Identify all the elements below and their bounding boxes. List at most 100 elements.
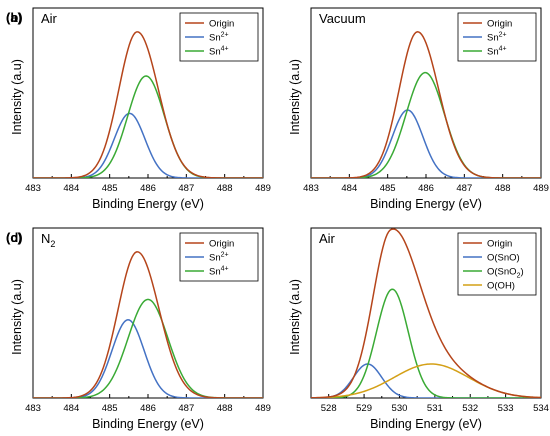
x-axis-title: Binding Energy (eV) xyxy=(370,417,482,431)
panel-a: (a) Air 483 484 485 486 487 488 489 Binding Energ… xyxy=(6,7,271,211)
x-tick-label: 484 xyxy=(63,183,79,194)
x-tick-label: 528 xyxy=(321,403,337,414)
legend-label-main: Origin xyxy=(487,239,512,250)
legend-label-main: O(SnO xyxy=(487,267,517,278)
condition-label: Vacuum xyxy=(319,11,366,26)
legend-label: Sn2+ xyxy=(209,32,229,44)
x-tick-label: 533 xyxy=(498,403,514,414)
x-tick-label: 484 xyxy=(341,183,357,194)
series-line-sn2 xyxy=(33,112,263,178)
x-tick-label: 488 xyxy=(217,183,233,194)
legend-label-main: Sn xyxy=(209,47,221,58)
legend-label: O(SnO2) xyxy=(487,267,524,280)
panel-letter: (b) xyxy=(6,10,23,25)
legend-label: Sn2+ xyxy=(487,32,507,44)
legend-label-main: Sn xyxy=(487,33,499,44)
legend-label-main: Sn xyxy=(487,47,499,58)
x-tick-label: 534 xyxy=(533,403,549,414)
x-tick-label: 488 xyxy=(217,403,233,414)
legend-label-main: Origin xyxy=(209,239,234,250)
legend-label-superscript: 2+ xyxy=(221,252,229,259)
series-line-sn4 xyxy=(33,75,263,178)
y-axis-title: Intensity (a.u) xyxy=(288,59,302,135)
legend-label-main: Sn xyxy=(209,33,221,44)
panel-letter: (c) xyxy=(6,230,22,245)
series-line-sn2 xyxy=(33,319,263,398)
panel-letter: (a) xyxy=(6,10,22,25)
legend-label-main: Sn xyxy=(209,253,221,264)
x-tick-label: 483 xyxy=(25,183,41,194)
legend-label-superscript: 4+ xyxy=(221,46,229,53)
legend-label: Sn4+ xyxy=(487,46,507,58)
legend-label: Origin xyxy=(209,239,234,250)
series-line-origin xyxy=(33,251,263,398)
legend-label-subscript: 2 xyxy=(517,273,521,280)
legend-label-superscript: 2+ xyxy=(499,32,507,39)
x-tick-label: 487 xyxy=(178,183,194,194)
x-tick-label: 489 xyxy=(255,403,271,414)
x-tick-label: 531 xyxy=(427,403,443,414)
legend-label: Origin xyxy=(487,239,512,250)
legend-label-main: O(OH) xyxy=(487,281,515,292)
series-line-o-sno2 xyxy=(311,288,541,398)
legend-label: Origin xyxy=(487,19,512,30)
series-line-sn4 xyxy=(311,71,541,178)
condition-label: Air xyxy=(319,231,336,246)
x-tick-label: 489 xyxy=(533,183,549,194)
x-tick-label: 483 xyxy=(25,403,41,414)
legend-label: O(SnO) xyxy=(487,253,520,264)
panel-letter: (d) xyxy=(6,230,23,245)
x-tick-label: 530 xyxy=(392,403,408,414)
x-axis-title: Binding Energy (eV) xyxy=(92,417,204,431)
condition-label: N2 xyxy=(41,231,55,249)
condition-text: Vacuum xyxy=(319,11,366,26)
x-tick-label: 486 xyxy=(418,183,434,194)
legend-label-main: Sn xyxy=(209,267,221,278)
series-line-sn2 xyxy=(311,109,541,178)
legend-label-superscript: 2+ xyxy=(221,32,229,39)
x-tick-label: 487 xyxy=(178,403,194,414)
x-tick-label: 487 xyxy=(456,183,472,194)
series-line-origin xyxy=(311,228,541,398)
x-tick-label: 489 xyxy=(255,183,271,194)
series-line-o-sno xyxy=(311,363,541,398)
legend-label-superscript: 4+ xyxy=(221,266,229,273)
panel-b: (b) Vacuum 483 484 485 486 487 488 489 Binding En… xyxy=(6,7,549,211)
x-tick-label: 484 xyxy=(63,403,79,414)
panel-d: (d) Air 528 529 530 531 532 533 534 Binding Energ… xyxy=(6,227,549,431)
legend-label: Sn4+ xyxy=(209,266,229,278)
legend-label-main: Origin xyxy=(487,19,512,30)
y-axis-title: Intensity (a.u) xyxy=(10,59,24,135)
legend-label-end: ) xyxy=(520,267,523,278)
series-line-origin xyxy=(33,31,263,178)
x-tick-label: 486 xyxy=(140,403,156,414)
condition-text: N xyxy=(41,231,50,246)
x-tick-label: 485 xyxy=(380,183,396,194)
legend-label: O(OH) xyxy=(487,281,515,292)
legend-box xyxy=(457,12,537,62)
y-axis-title: Intensity (a.u) xyxy=(288,279,302,355)
y-axis-title: Intensity (a.u) xyxy=(10,279,24,355)
legend-label: Sn2+ xyxy=(209,252,229,264)
condition-text: Air xyxy=(319,231,336,246)
x-tick-label: 532 xyxy=(462,403,478,414)
x-axis-title: Binding Energy (eV) xyxy=(92,197,204,211)
x-tick-label: 486 xyxy=(140,183,156,194)
x-tick-label: 488 xyxy=(495,183,511,194)
legend-label: Sn4+ xyxy=(209,46,229,58)
x-axis-title: Binding Energy (eV) xyxy=(370,197,482,211)
x-tick-label: 485 xyxy=(102,183,118,194)
legend-label: Origin xyxy=(209,19,234,30)
series-line-origin xyxy=(311,31,541,178)
panel-c: (c) N2 483 484 485 486 487 488 489 Binding Energy… xyxy=(6,227,271,431)
x-tick-label: 483 xyxy=(303,183,319,194)
legend-label-superscript: 4+ xyxy=(499,46,507,53)
series-line-sn4 xyxy=(33,298,263,398)
series-line-o-oh xyxy=(311,363,541,398)
condition-subscript: 2 xyxy=(50,239,55,249)
condition-label: Air xyxy=(41,11,58,26)
